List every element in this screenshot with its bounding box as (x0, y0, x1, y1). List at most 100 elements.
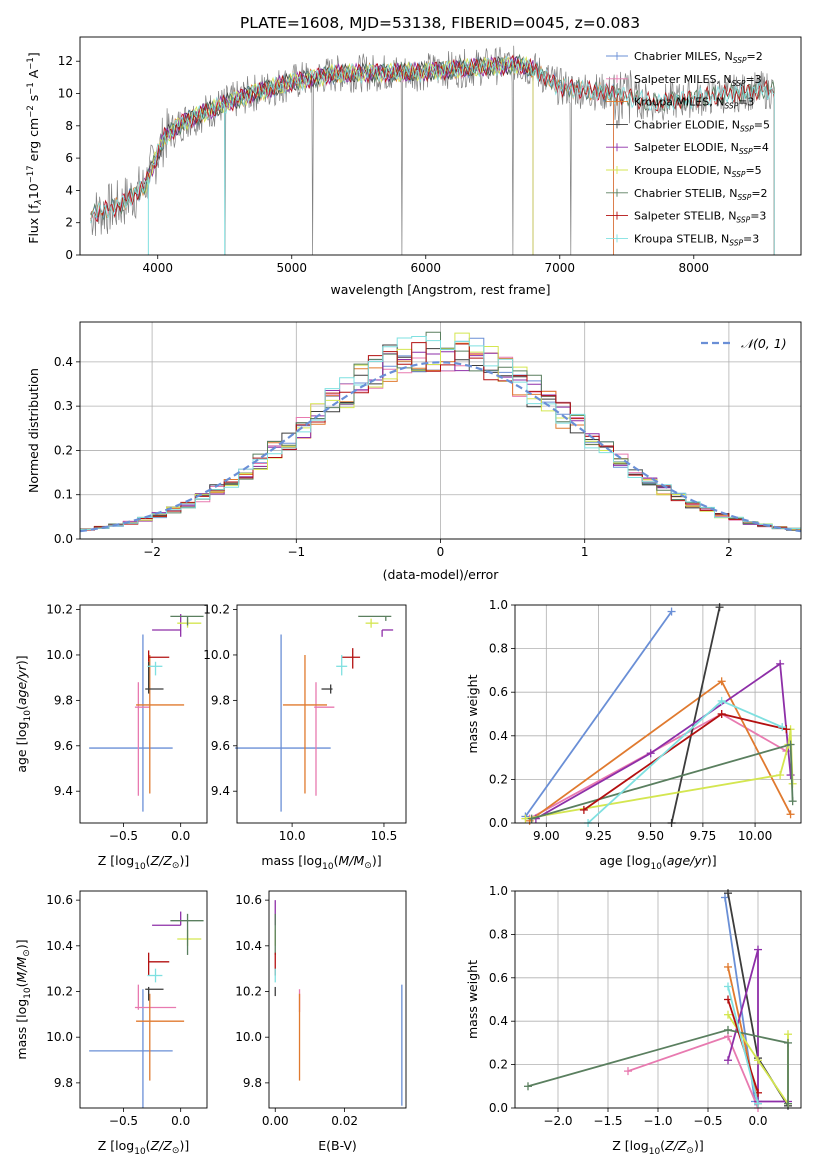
series-line-salpeter_elodie (727, 949, 788, 1103)
mass_vs_Z-axes: −0.5 0.0 9.8 10.0 10.2 10.4 10.6 (46, 893, 190, 1128)
y-tick-label: 0.8 (489, 642, 508, 656)
age_vs_Z-frame (79, 604, 208, 824)
x-tick-label: 10.00 (738, 829, 772, 843)
label-text: age/ (14, 676, 29, 705)
label-text: )] (179, 853, 189, 868)
y-tick-label: 0.2 (489, 772, 508, 786)
series-line-salpeter_miles (529, 712, 787, 820)
x-tick-label: 0.02 (331, 1114, 358, 1128)
y-tick-label: 9.8 (54, 693, 73, 707)
y-label-part: 10 (26, 183, 41, 199)
x-tick-label: −1.5 (593, 1114, 622, 1128)
model-line-kroupa_elodie (143, 55, 534, 255)
x-tick-label: −2 (143, 545, 161, 559)
y-tick-label: 10.0 (46, 1030, 73, 1044)
x-tick-label: 8000 (679, 261, 710, 275)
y-label-part: s (26, 95, 41, 106)
y-tick-label: 0.8 (489, 927, 508, 941)
mass_vs_Z-points (89, 911, 204, 1108)
y-tick-label: 0.4 (489, 1014, 508, 1028)
legend-label: Salpeter MILES, NSSP=3 (634, 73, 762, 88)
legend-text: Salpeter STELIB, N (634, 210, 736, 223)
y-tick-label: 0.6 (489, 685, 508, 699)
label-text: ( (14, 982, 29, 987)
legend-sub: SSP (729, 238, 743, 247)
y-tick-label: 10.2 (203, 603, 230, 617)
x-tick-label: −0.5 (109, 829, 138, 843)
normal-curve (79, 361, 802, 533)
label-text: Z/ (150, 1138, 166, 1153)
legend-text: Salpeter MILES, N (634, 73, 732, 86)
x-tick-label: −1.0 (643, 1114, 672, 1128)
label-sub: 10 (322, 862, 334, 872)
model-line-chabrier_miles (90, 55, 614, 255)
label-text: )] (14, 655, 29, 665)
label-text: Z/ (664, 1138, 680, 1153)
label-text: ( (146, 1138, 151, 1153)
label-sub: ⊙ (364, 861, 372, 871)
model-line-salpeter_miles (90, 56, 614, 255)
label-text: M/ (14, 966, 29, 983)
legend-text: =5 (745, 164, 761, 177)
label-text: )] (372, 853, 382, 868)
mass_vs_Z-frame (79, 890, 208, 1109)
y-axis-label: age [log10(age/yr)] (14, 655, 33, 772)
x-tick-label: 0.0 (171, 1114, 190, 1128)
weight_vs_age-series (521, 603, 797, 827)
label-text: Z [log (98, 1138, 134, 1153)
y-axis-label: mass weight (465, 674, 480, 753)
legend-label: Salpeter ELODIE, NSSP=4 (634, 141, 769, 156)
model-line-kroupa_stelib (90, 55, 775, 255)
x-tick-label: 0.0 (748, 1114, 767, 1128)
x-tick-label: 9.50 (637, 829, 664, 843)
x-axis-label: wavelength [Angstrom, rest frame] (330, 282, 550, 297)
y-label-part: −1 (26, 82, 36, 95)
legend-sub: SSP (732, 170, 746, 179)
x-tick-label: 6000 (410, 261, 441, 275)
x-tick-label: 0.0 (171, 829, 190, 843)
y-label-part: λ (34, 199, 44, 205)
legend-sub: SSP (738, 193, 752, 202)
legend-text: =2 (747, 50, 763, 63)
y-label-part: −2 (26, 105, 36, 118)
label-text: Z (162, 853, 172, 868)
spectrum-frame (79, 36, 802, 256)
y-label-part: ] (26, 52, 41, 57)
y-tick-label: 0.0 (489, 816, 508, 830)
y-tick-label: 9.6 (54, 739, 73, 753)
x-tick-label: 2 (725, 545, 733, 559)
label-text: )] (694, 1138, 704, 1153)
legend-text: =3 (738, 96, 754, 109)
age_vs_mass-frame (236, 604, 407, 824)
legend-text: Chabrier ELODIE, N (634, 118, 740, 131)
label-text: age/ (667, 853, 696, 868)
legend-label: Chabrier ELODIE, NSSP=5 (634, 118, 770, 133)
x-tick-label: 10.0 (279, 829, 306, 843)
legend-label: Salpeter STELIB, NSSP=3 (634, 210, 766, 225)
residuals-frame (79, 321, 802, 540)
y-tick-label: 0.6 (489, 971, 508, 985)
y-tick-label: 0.4 (489, 729, 508, 743)
label-text: Z/ (150, 853, 166, 868)
mass_vs_ebv-axes: 0.00 0.02 9.8 10.0 10.2 10.4 10.6 (235, 893, 358, 1128)
y-tick-label: 1.0 (489, 598, 508, 612)
x-tick-label: 9.75 (690, 829, 717, 843)
x-tick-label: −0.5 (109, 1114, 138, 1128)
y-label-part: Flux [f (26, 204, 41, 244)
x-tick-label: −1 (287, 545, 305, 559)
legend-sub: SSP (739, 147, 753, 156)
model-line-salpeter_elodie (143, 56, 534, 255)
y-tick-label: 0 (65, 248, 73, 262)
legend-label: Kroupa ELODIE, NSSP=5 (634, 164, 762, 179)
y-tick-label: 9.8 (243, 1076, 262, 1090)
legend-text: =5 (754, 118, 770, 131)
y-tick-label: 10.0 (203, 648, 230, 662)
label-text: ( (662, 853, 667, 868)
label-text: E(B-V) (318, 1138, 357, 1153)
y-axis-label: Flux [fλ10−17 erg cm−2 s−1 A−1] (26, 52, 44, 243)
y-axis-label: mass weight (465, 960, 480, 1039)
legend-text: Kroupa STELIB, N (634, 232, 729, 245)
age_vs_mass-axes: 10.0 10.5 9.4 9.6 9.8 10.0 10.2 (203, 603, 397, 843)
figure-title: PLATE=1608, MJD=53138, FIBERID=0045, z=0… (240, 14, 640, 32)
legend-label: 𝒩(0, 1) (741, 336, 787, 351)
